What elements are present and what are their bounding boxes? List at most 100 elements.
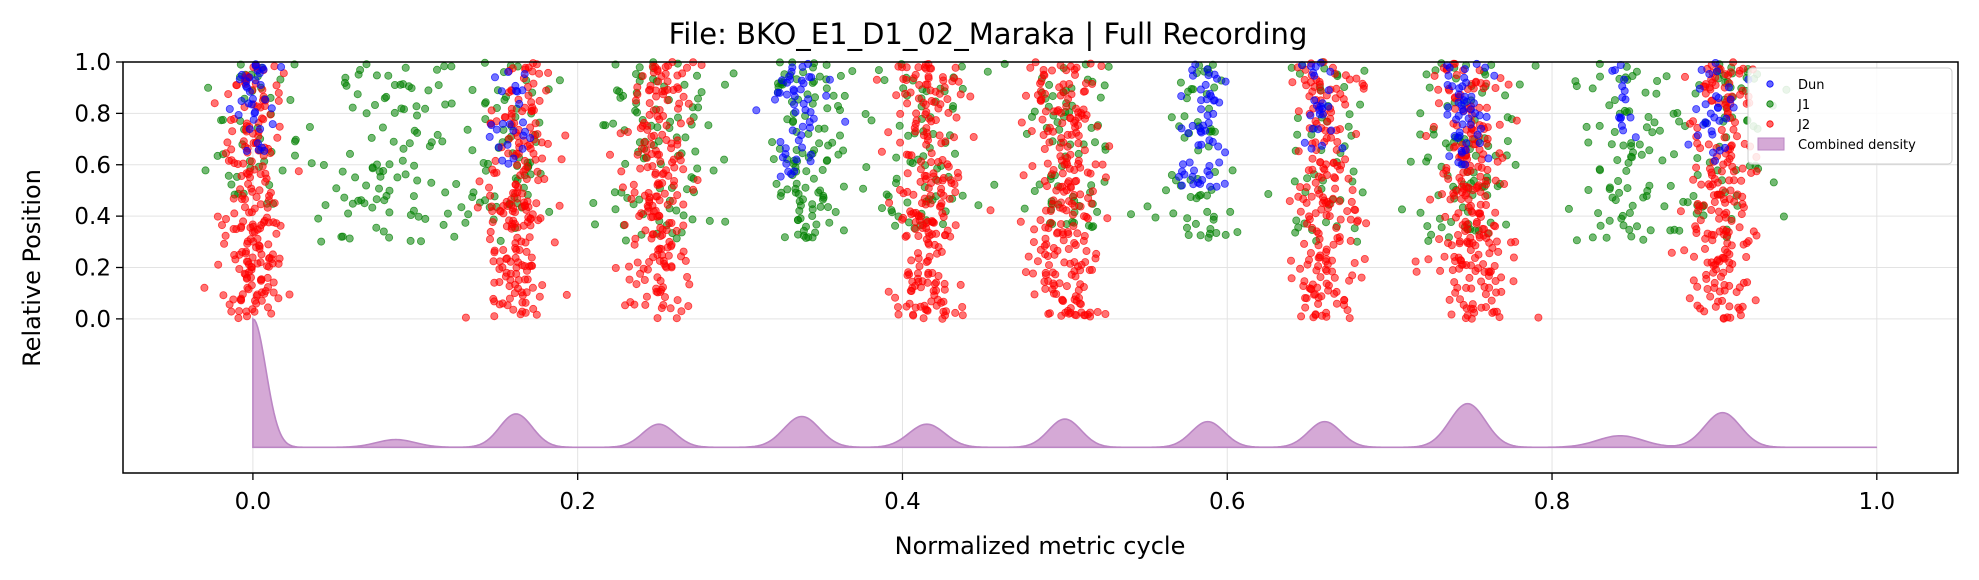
point-j2 — [903, 99, 912, 108]
point-j1 — [321, 201, 330, 210]
point-dun — [1197, 96, 1206, 105]
point-j2 — [1093, 307, 1102, 316]
point-j2 — [1476, 209, 1485, 218]
point-j2 — [653, 180, 662, 189]
point-j2 — [1689, 175, 1698, 184]
point-j2 — [1509, 277, 1518, 286]
point-j2 — [1738, 192, 1747, 201]
point-j1 — [424, 86, 433, 95]
legend-marker-dun — [1766, 80, 1774, 88]
point-j2 — [648, 162, 657, 171]
point-j2 — [1461, 226, 1470, 235]
point-j2 — [235, 307, 244, 316]
point-j2 — [557, 155, 566, 164]
point-j1 — [1627, 232, 1636, 241]
point-j2 — [877, 147, 886, 156]
point-j1 — [290, 151, 299, 160]
point-j2 — [1101, 309, 1110, 318]
point-j2 — [1296, 264, 1305, 273]
point-j2 — [1694, 206, 1703, 215]
point-j2 — [1301, 303, 1310, 312]
point-j2 — [673, 191, 682, 200]
point-j1 — [1349, 167, 1358, 176]
point-dun — [806, 157, 815, 166]
point-j2 — [522, 247, 531, 256]
point-j2 — [1058, 119, 1067, 128]
point-j1 — [1629, 148, 1638, 157]
point-j1 — [772, 179, 781, 188]
point-j2 — [1495, 149, 1504, 158]
point-j2 — [649, 230, 658, 239]
point-j1 — [410, 126, 419, 135]
point-j2 — [629, 180, 638, 189]
point-j1 — [461, 218, 470, 227]
point-j2 — [951, 63, 960, 72]
point-j1 — [380, 94, 389, 103]
point-j2 — [645, 198, 654, 207]
point-j1 — [1779, 212, 1788, 221]
point-j1 — [1602, 233, 1611, 242]
point-j2 — [1435, 235, 1444, 244]
point-j2 — [933, 176, 942, 185]
point-j1 — [839, 226, 848, 235]
point-j2 — [660, 189, 669, 198]
point-j2 — [1357, 273, 1366, 282]
point-dun — [1684, 140, 1693, 149]
point-j2 — [683, 272, 692, 281]
point-j2 — [641, 226, 650, 235]
point-j2 — [1091, 254, 1100, 263]
point-j1 — [372, 223, 381, 232]
point-dun — [1473, 130, 1482, 139]
point-j2 — [1495, 120, 1504, 129]
point-j2 — [922, 108, 931, 117]
point-j1 — [468, 86, 477, 95]
point-dun — [244, 99, 253, 108]
point-j2 — [663, 96, 672, 105]
point-dun — [1197, 140, 1206, 149]
point-dun — [1481, 63, 1490, 72]
point-j2 — [294, 167, 303, 176]
point-dun — [526, 133, 535, 142]
point-j1 — [1045, 80, 1054, 89]
point-j2 — [915, 262, 924, 271]
point-j2 — [1296, 183, 1305, 192]
point-j2 — [673, 71, 682, 80]
point-j1 — [1183, 223, 1192, 232]
point-dun — [1175, 172, 1184, 181]
point-j2 — [1725, 264, 1734, 273]
point-j1 — [468, 146, 477, 155]
point-dun — [1620, 75, 1629, 84]
point-j1 — [1429, 130, 1438, 139]
point-j1 — [720, 155, 729, 164]
point-j1 — [729, 69, 738, 78]
point-j2 — [1729, 125, 1738, 134]
point-j2 — [943, 95, 952, 104]
point-j1 — [1675, 226, 1684, 235]
point-j1 — [348, 199, 357, 208]
point-j2 — [935, 131, 944, 140]
point-j1 — [390, 81, 399, 90]
point-j1 — [974, 201, 983, 210]
point-j2 — [1026, 63, 1035, 72]
point-j2 — [1476, 200, 1485, 209]
point-j2 — [1466, 233, 1475, 242]
point-j2 — [522, 174, 531, 183]
point-j2 — [1476, 79, 1485, 88]
point-j1 — [1191, 219, 1200, 228]
point-j2 — [1045, 261, 1054, 270]
point-j2 — [952, 113, 961, 122]
point-dun — [505, 120, 514, 129]
point-j1 — [1084, 221, 1093, 230]
point-j1 — [1623, 184, 1632, 193]
point-j1 — [555, 76, 564, 85]
point-j2 — [1301, 293, 1310, 302]
point-j2 — [1075, 293, 1084, 302]
point-j2 — [633, 90, 642, 99]
point-j1 — [384, 71, 393, 80]
point-j2 — [1426, 195, 1435, 204]
point-j2 — [643, 265, 652, 274]
density-layer — [252, 317, 1878, 449]
point-j2 — [1332, 287, 1341, 296]
point-j2 — [214, 260, 223, 269]
point-j2 — [1341, 100, 1350, 109]
